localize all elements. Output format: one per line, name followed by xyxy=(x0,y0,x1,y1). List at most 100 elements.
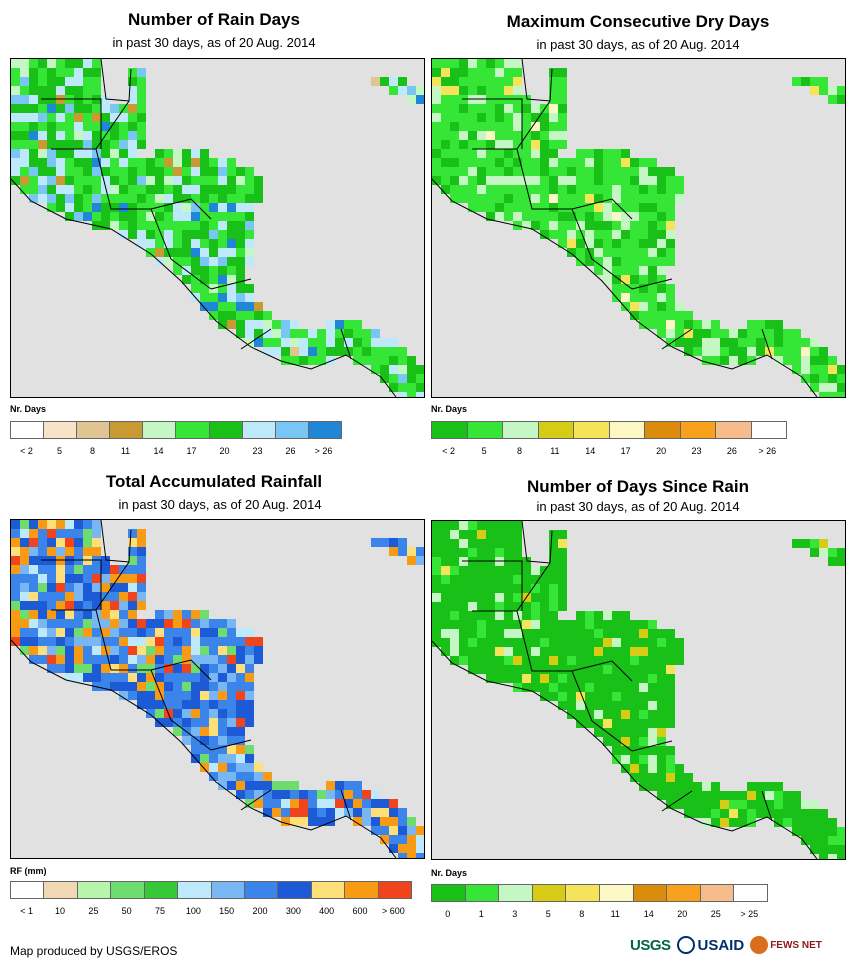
legend-title-total-rainfall: RF (mm) xyxy=(10,866,47,876)
map-cell xyxy=(371,826,380,835)
map-cell xyxy=(477,638,486,647)
panel-title-days-since-rain: Number of Days Since Rain xyxy=(526,477,749,496)
map-cell xyxy=(729,800,738,809)
map-cell xyxy=(729,338,738,347)
map-cell xyxy=(389,374,398,383)
map-cell xyxy=(38,158,47,167)
map-cell xyxy=(522,566,531,575)
map-cell xyxy=(495,149,504,158)
map-cell xyxy=(227,745,236,754)
map-cell xyxy=(191,176,200,185)
map-cell xyxy=(128,149,137,158)
map-cell xyxy=(245,718,254,727)
legend-label: 20 xyxy=(677,909,688,919)
map-cell xyxy=(353,356,362,365)
map-cell xyxy=(558,674,567,683)
country-border xyxy=(210,278,252,290)
map-cell xyxy=(101,646,110,655)
map-cell xyxy=(621,710,630,719)
map-cell xyxy=(83,592,92,601)
map-cell xyxy=(486,584,495,593)
map-cell xyxy=(522,602,531,611)
map-cell xyxy=(594,692,603,701)
map-cell xyxy=(567,158,576,167)
map-cell xyxy=(362,356,371,365)
map-cell xyxy=(92,68,101,77)
map-cell xyxy=(504,140,513,149)
map-cell xyxy=(137,529,146,538)
map-cell xyxy=(666,692,675,701)
map-cell xyxy=(711,320,720,329)
map-cell xyxy=(648,719,657,728)
map-cell xyxy=(182,610,191,619)
map-cell xyxy=(92,637,101,646)
map-cell xyxy=(200,194,209,203)
map-cell xyxy=(432,539,441,548)
map-cell xyxy=(549,683,558,692)
map-cell xyxy=(504,548,513,557)
map-cell xyxy=(549,149,558,158)
map-cell xyxy=(459,77,468,86)
map-cell xyxy=(281,799,290,808)
map-cell xyxy=(594,212,603,221)
map-cell xyxy=(549,638,558,647)
map-cell xyxy=(567,692,576,701)
map-cell xyxy=(432,638,441,647)
map-cell xyxy=(56,86,65,95)
map-cell xyxy=(441,629,450,638)
map-cell xyxy=(56,619,65,628)
map-cell xyxy=(621,611,630,620)
map-cell xyxy=(486,158,495,167)
map-cell xyxy=(459,113,468,122)
map-cell xyxy=(549,113,558,122)
map-cell xyxy=(783,809,792,818)
map-cell xyxy=(245,212,254,221)
map-cell xyxy=(747,347,756,356)
map-cell xyxy=(792,329,801,338)
map-cell xyxy=(828,392,837,397)
map-cell xyxy=(459,548,468,557)
map-cell xyxy=(675,329,684,338)
map-cell xyxy=(29,140,38,149)
map-cell xyxy=(459,167,468,176)
map-cell xyxy=(612,275,621,284)
map-cell xyxy=(317,817,326,826)
map-cell xyxy=(11,95,20,104)
map-cell xyxy=(227,754,236,763)
map-cell xyxy=(495,530,504,539)
map-cell xyxy=(720,356,729,365)
map-cell xyxy=(155,655,164,664)
map-cell xyxy=(630,638,639,647)
map-cell xyxy=(603,710,612,719)
legend-label: 600 xyxy=(352,906,368,916)
map-cell xyxy=(522,638,531,647)
map-cell xyxy=(218,320,227,329)
map-cell xyxy=(290,781,299,790)
map-cell xyxy=(38,68,47,77)
map-cell xyxy=(119,230,128,239)
map-cell xyxy=(101,212,110,221)
map-cell xyxy=(326,329,335,338)
map-cell xyxy=(594,629,603,638)
map-cell xyxy=(441,530,450,539)
map-cell xyxy=(612,194,621,203)
map-cell xyxy=(558,113,567,122)
map-cell xyxy=(245,790,254,799)
map-cell xyxy=(585,656,594,665)
map-cell xyxy=(549,176,558,185)
map-cell xyxy=(47,601,56,610)
map-cell xyxy=(155,664,164,673)
map-cell xyxy=(110,664,119,673)
map-cell xyxy=(522,629,531,638)
map-cell xyxy=(630,266,639,275)
map-cell xyxy=(137,574,146,583)
map-cell xyxy=(200,239,209,248)
map-cell xyxy=(432,521,441,530)
map-cell xyxy=(335,799,344,808)
map-cell xyxy=(648,764,657,773)
legend-swatch xyxy=(209,422,243,438)
legend-swatch xyxy=(44,882,78,898)
map-cell xyxy=(200,727,209,736)
map-cell xyxy=(92,673,101,682)
map-cell xyxy=(540,692,549,701)
